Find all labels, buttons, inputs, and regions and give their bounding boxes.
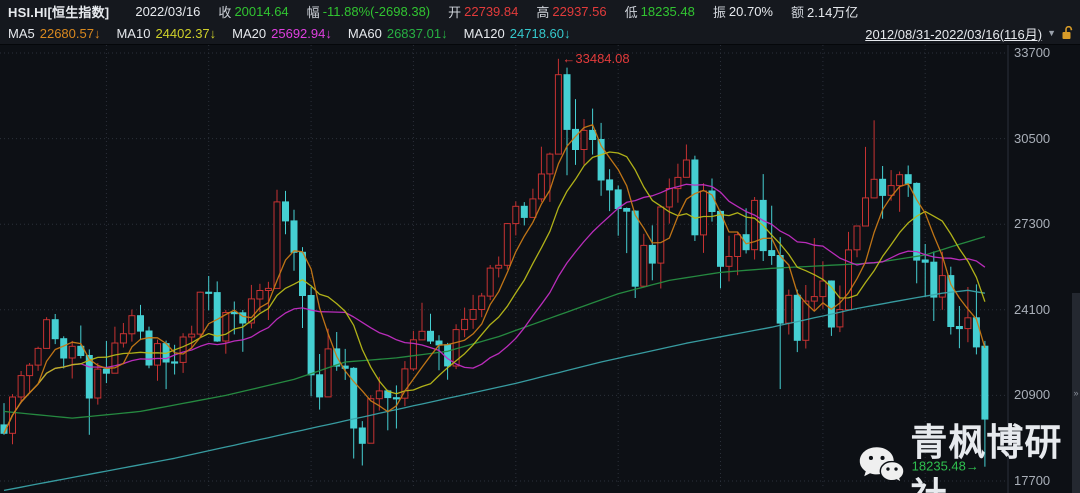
ma-item-ma120: MA120 24718.60↓ <box>464 26 571 41</box>
ma-value: 26837.01↓ <box>386 25 448 41</box>
quote-date: 2022/03/16 <box>135 3 201 19</box>
symbol-title: HSI.HI[恒生指数] <box>8 4 110 20</box>
price-axis-label: 20900 <box>1014 387 1051 403</box>
quote-field-label: 幅 <box>306 4 320 20</box>
price-axis-label: 27300 <box>1014 216 1051 232</box>
quote-field-value: 18235.48 <box>640 3 695 19</box>
unlock-icon[interactable] <box>1061 26 1074 40</box>
quote-field-value: 20.70% <box>728 3 773 19</box>
quote-field-turnover: 额 2.14万亿 <box>791 2 858 21</box>
quote-bar: HSI.HI[恒生指数] 2022/03/16 收 20014.64 幅 -11.88… <box>0 0 1080 23</box>
quote-field-value: 22739.84 <box>464 3 519 19</box>
high-annotation: ←33484.08 <box>562 51 629 66</box>
price-axis-label: 17700 <box>1014 473 1051 488</box>
quote-field-low: 低 18235.48 <box>625 2 695 21</box>
ma-value: 24718.60↓ <box>509 25 571 41</box>
panel-expand-toggle[interactable]: » <box>1072 293 1080 493</box>
ma-value: 25692.94↓ <box>271 25 332 41</box>
quote-field-label: 收 <box>218 4 232 20</box>
ma-item-ma60: MA60 26837.01↓ <box>348 26 448 41</box>
ma-label: MA10 <box>116 25 151 41</box>
quote-field-close: 收 20014.64 <box>218 2 288 21</box>
quote-field-label: 振 <box>712 4 726 20</box>
date-range-selector[interactable]: 2012/08/31-2022/03/16(116月) ▼ <box>865 24 1074 43</box>
double-chevron-right-icon: » <box>1073 388 1079 398</box>
quote-field-label: 高 <box>536 4 550 20</box>
quote-field-amplitude: 振 20.70% <box>713 2 773 21</box>
quote-field-change: 幅 -11.88%(-2698.38) <box>307 2 430 21</box>
quote-field-label: 额 <box>790 4 804 20</box>
watermark: 青枫博研社 <box>858 412 1080 493</box>
ma-label: MA60 <box>347 25 382 41</box>
date-range-text[interactable]: 2012/08/31-2022/03/16(116月) <box>865 26 1043 42</box>
quote-field-high: 高 22937.56 <box>536 2 606 21</box>
ma-item-ma10: MA10 24402.37↓ <box>116 26 216 41</box>
ma-label: MA20 <box>232 25 267 41</box>
quote-field-value: -11.88%(-2698.38) <box>322 3 431 19</box>
quote-field-value: 22937.56 <box>552 3 607 19</box>
quote-field-label: 低 <box>624 4 638 20</box>
chevron-down-icon[interactable]: ▼ <box>1047 28 1056 38</box>
quote-field-value: 20014.64 <box>234 3 289 19</box>
ma-item-ma5: MA5 22680.57↓ <box>8 26 100 41</box>
low-annotation: 18235.48→ <box>912 459 979 474</box>
ma-item-ma20: MA20 25692.94↓ <box>232 26 332 41</box>
quote-field-value: 2.14万亿 <box>807 4 859 20</box>
price-axis-label: 33700 <box>1014 45 1051 60</box>
watermark-text: 青枫博研社 <box>910 422 1063 493</box>
quote-field-open: 开 22739.84 <box>448 2 518 21</box>
ma-value: 22680.57↓ <box>39 25 101 41</box>
ma-label: MA120 <box>463 25 505 41</box>
ma-label: MA5 <box>8 25 35 41</box>
ma-value: 24402.37↓ <box>155 25 217 41</box>
price-axis-label: 30500 <box>1014 130 1051 146</box>
wechat-icon <box>859 447 905 484</box>
ma-indicator-bar: MA5 22680.57↓ MA10 24402.37↓ MA20 25692.94↓ MA… <box>0 22 1080 45</box>
price-axis-label: 24100 <box>1014 301 1051 317</box>
quote-field-label: 开 <box>448 4 462 20</box>
